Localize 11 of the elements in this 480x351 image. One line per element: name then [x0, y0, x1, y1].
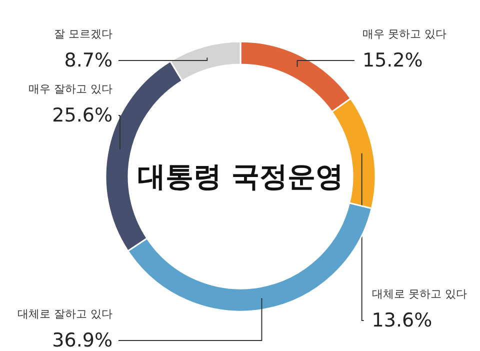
- data-label: 15.2%: [362, 50, 423, 72]
- slice-label: 매우 못하고 있다: [362, 28, 446, 40]
- slice-label: 잘 모르겠다: [54, 28, 113, 40]
- slice-label: 대체로 못하고 있다: [372, 288, 467, 300]
- text: 대통령 국정운영: [138, 160, 344, 193]
- data-label: 25.6%: [52, 104, 112, 126]
- slice-label: 매우 잘하고 있다: [28, 82, 113, 96]
- data-label: 8.7%: [64, 50, 113, 72]
- data-label: 13.6%: [372, 310, 432, 332]
- slice-label: 대체로 잘하고 있다: [18, 308, 113, 320]
- data-label: 36.9%: [52, 330, 112, 351]
